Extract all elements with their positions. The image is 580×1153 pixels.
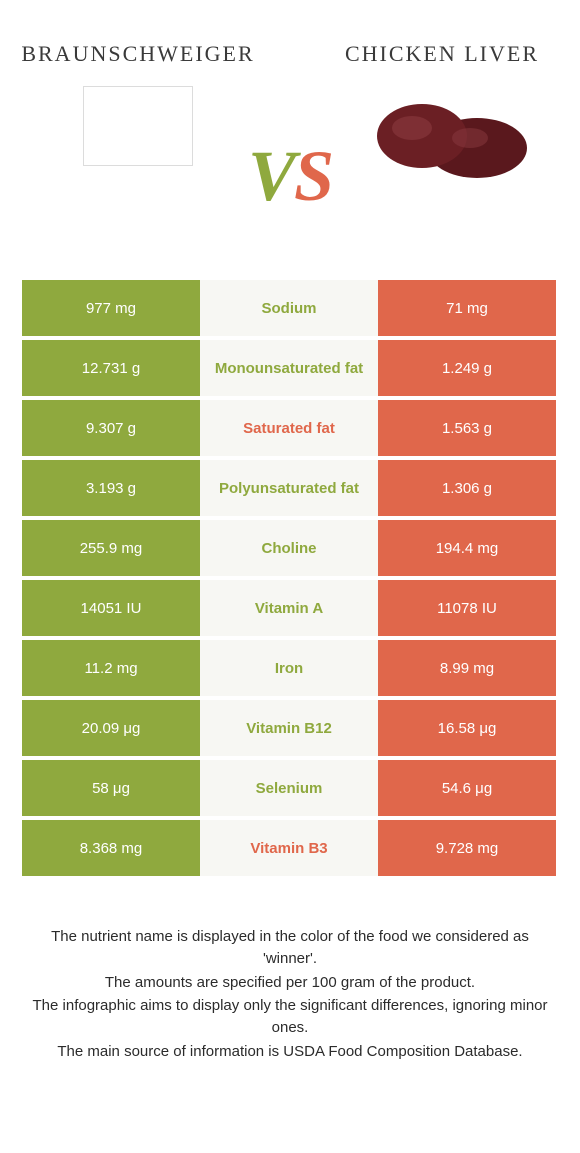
footer-line: The amounts are specified per 100 gram o… <box>24 972 556 994</box>
right-value: 11078 IU <box>378 580 556 636</box>
right-value: 8.99 mg <box>378 640 556 696</box>
table-row: 58 μgSelenium54.6 μg <box>22 760 558 816</box>
right-value: 1.563 g <box>378 400 556 456</box>
left-value: 977 mg <box>22 280 200 336</box>
table-row: 977 mgSodium71 mg <box>22 280 558 336</box>
left-value: 12.731 g <box>22 340 200 396</box>
left-value: 255.9 mg <box>22 520 200 576</box>
footer-line: The nutrient name is displayed in the co… <box>24 926 556 970</box>
table-row: 8.368 mgVitamin B39.728 mg <box>22 820 558 876</box>
right-food-title: CHICKEN LIVER <box>345 40 539 68</box>
table-row: 3.193 gPolyunsaturated fat1.306 g <box>22 460 558 516</box>
right-value: 9.728 mg <box>378 820 556 876</box>
left-value: 3.193 g <box>22 460 200 516</box>
right-value: 71 mg <box>378 280 556 336</box>
nutrient-label: Polyunsaturated fat <box>200 460 378 516</box>
nutrient-label: Vitamin A <box>200 580 378 636</box>
table-row: 11.2 mgIron8.99 mg <box>22 640 558 696</box>
left-value: 58 μg <box>22 760 200 816</box>
nutrient-label: Saturated fat <box>200 400 378 456</box>
nutrient-label: Vitamin B12 <box>200 700 378 756</box>
left-food-image-placeholder <box>83 86 193 166</box>
footer-line: The main source of information is USDA F… <box>24 1041 556 1063</box>
right-value: 1.306 g <box>378 460 556 516</box>
footer-line: The infographic aims to display only the… <box>24 995 556 1039</box>
right-food-column: CHICKEN LIVER <box>342 40 542 196</box>
left-food-title: BRAUNSCHWEIGER <box>21 40 254 68</box>
vs-v: V <box>248 136 294 216</box>
nutrient-label: Selenium <box>200 760 378 816</box>
right-value: 16.58 μg <box>378 700 556 756</box>
nutrient-label: Choline <box>200 520 378 576</box>
header: BRAUNSCHWEIGER CHICKEN LIVER VS <box>0 0 580 240</box>
table-row: 12.731 gMonounsaturated fat1.249 g <box>22 340 558 396</box>
comparison-table: 977 mgSodium71 mg12.731 gMonounsaturated… <box>22 280 558 876</box>
liver-icon <box>352 86 532 196</box>
right-value: 54.6 μg <box>378 760 556 816</box>
footer-notes: The nutrient name is displayed in the co… <box>0 926 580 1063</box>
nutrient-label: Iron <box>200 640 378 696</box>
nutrient-label: Vitamin B3 <box>200 820 378 876</box>
vs-label: VS <box>248 140 332 212</box>
right-value: 1.249 g <box>378 340 556 396</box>
vs-s: S <box>294 136 332 216</box>
left-food-column: BRAUNSCHWEIGER <box>38 40 238 166</box>
right-value: 194.4 mg <box>378 520 556 576</box>
left-value: 8.368 mg <box>22 820 200 876</box>
left-value: 20.09 μg <box>22 700 200 756</box>
table-row: 14051 IUVitamin A11078 IU <box>22 580 558 636</box>
nutrient-label: Monounsaturated fat <box>200 340 378 396</box>
left-value: 14051 IU <box>22 580 200 636</box>
table-row: 20.09 μgVitamin B1216.58 μg <box>22 700 558 756</box>
left-value: 9.307 g <box>22 400 200 456</box>
table-row: 255.9 mgCholine194.4 mg <box>22 520 558 576</box>
left-value: 11.2 mg <box>22 640 200 696</box>
nutrient-label: Sodium <box>200 280 378 336</box>
table-row: 9.307 gSaturated fat1.563 g <box>22 400 558 456</box>
